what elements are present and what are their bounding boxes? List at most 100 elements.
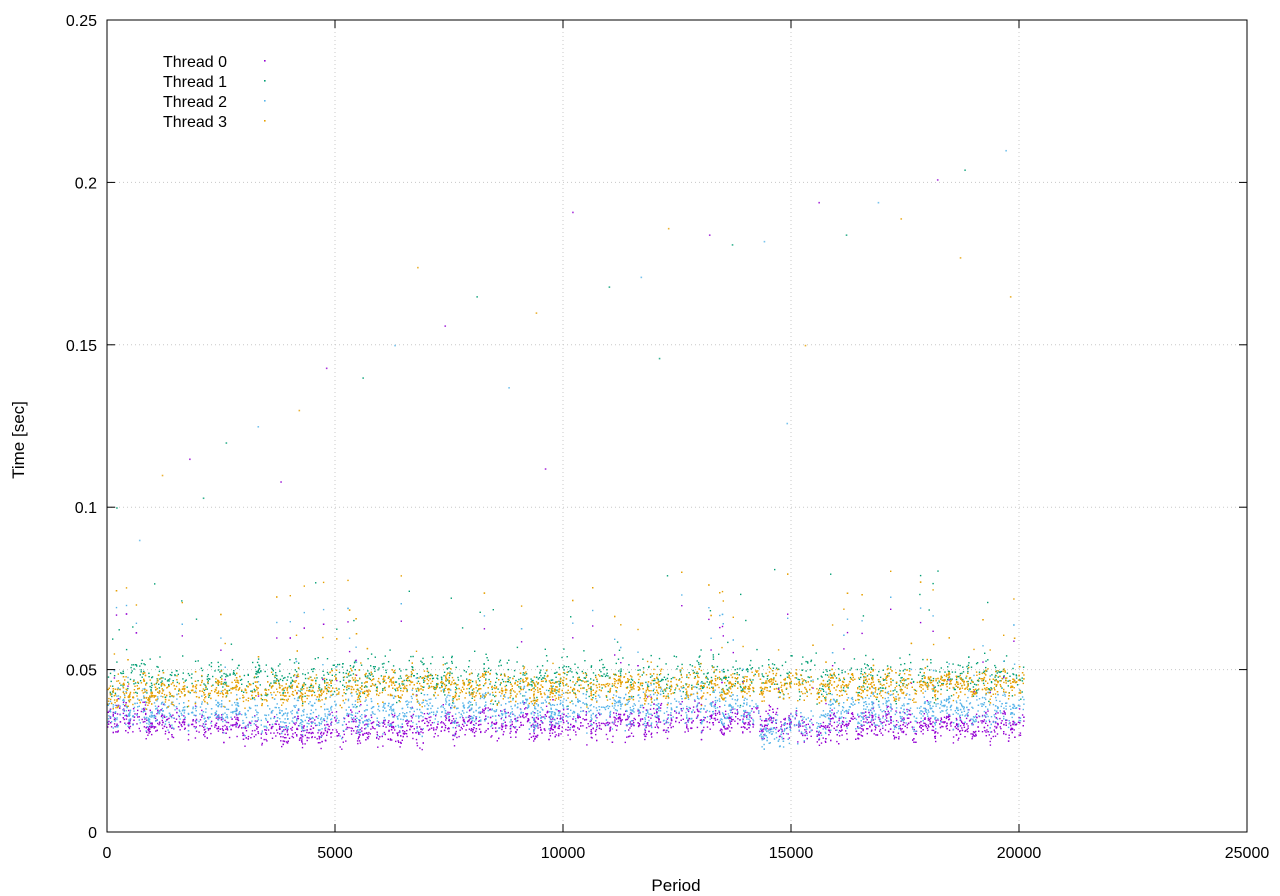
data-point: [476, 690, 479, 692]
data-point: [900, 720, 902, 722]
data-point: [650, 717, 652, 719]
data-point: [864, 663, 866, 665]
data-point: [985, 722, 987, 724]
data-point: [397, 734, 399, 736]
data-point: [545, 680, 547, 683]
data-point: [329, 713, 331, 715]
data-point: [502, 733, 504, 736]
data-point: [805, 730, 807, 733]
data-point: [515, 731, 517, 733]
data-point: [954, 726, 956, 728]
data-point: [587, 684, 589, 686]
data-point: [299, 737, 301, 739]
data-point: [315, 716, 318, 718]
data-point: [241, 683, 243, 685]
data-point: [364, 675, 367, 677]
data-point: [605, 733, 608, 736]
data-point: [818, 744, 821, 746]
data-point: [763, 734, 765, 736]
data-point: [491, 727, 494, 729]
data-point: [205, 711, 207, 713]
data-point: [289, 687, 291, 689]
data-point: [893, 728, 896, 730]
data-point: [215, 681, 217, 683]
data-point: [518, 686, 520, 688]
data-point: [845, 723, 848, 725]
data-point: [428, 716, 430, 719]
data-point: [828, 729, 831, 732]
data-point: [860, 676, 862, 679]
data-point: [937, 703, 939, 705]
data-point: [787, 617, 789, 619]
data-point: [475, 728, 478, 730]
data-point: [600, 713, 602, 715]
data-point: [483, 667, 485, 670]
data-point: [144, 687, 146, 690]
data-point: [721, 625, 724, 628]
data-point: [159, 678, 161, 680]
data-point: [630, 678, 633, 680]
data-point: [619, 708, 622, 710]
data-point: [489, 716, 492, 719]
data-point: [740, 593, 742, 596]
data-point: [336, 735, 338, 737]
data-point: [422, 719, 424, 721]
data-point: [859, 727, 861, 729]
data-point: [950, 721, 953, 723]
data-point: [917, 674, 920, 676]
data-point: [349, 680, 351, 682]
data-point: [293, 662, 296, 664]
data-point: [924, 717, 926, 719]
data-point: [144, 664, 146, 666]
data-point: [493, 722, 495, 725]
data-point: [201, 725, 203, 727]
data-point: [616, 641, 619, 643]
data-point: [1023, 716, 1025, 718]
data-point: [845, 730, 847, 732]
data-point: [620, 719, 622, 722]
data-point: [413, 675, 415, 677]
data-point: [367, 720, 369, 723]
data-point: [148, 732, 150, 734]
data-point: [730, 709, 732, 711]
grid: [107, 20, 1247, 832]
data-point: [219, 676, 222, 679]
data-point: [961, 721, 963, 723]
data-point: [615, 662, 617, 665]
data-point: [394, 672, 396, 674]
data-point: [637, 722, 639, 724]
data-point: [253, 735, 255, 738]
data-point: [353, 730, 355, 732]
data-point: [775, 719, 777, 721]
data-point: [161, 719, 163, 722]
data-point: [448, 727, 450, 730]
data-point: [374, 713, 376, 715]
data-point: [777, 688, 780, 690]
data-point: [507, 678, 509, 680]
data-point: [571, 726, 574, 728]
data-point: [605, 722, 608, 724]
data-point: [203, 734, 205, 736]
data-point: [567, 726, 569, 728]
data-point: [236, 735, 238, 738]
data-point: [387, 738, 389, 740]
data-point: [388, 720, 390, 722]
data-point: [221, 714, 223, 716]
data-point: [768, 664, 770, 666]
data-point: [225, 673, 227, 675]
data-point: [149, 731, 151, 733]
data-point: [309, 718, 311, 720]
data-point: [142, 721, 144, 723]
data-point: [499, 684, 501, 686]
data-point: [200, 667, 203, 669]
data-point: [956, 723, 958, 725]
data-point: [454, 732, 457, 735]
data-point: [706, 677, 708, 679]
data-point: [257, 719, 260, 721]
data-point: [912, 680, 915, 683]
data-point: [697, 710, 699, 712]
data-point: [265, 664, 267, 666]
data-point: [614, 721, 616, 723]
data-point: [233, 710, 235, 713]
data-point: [306, 736, 308, 739]
